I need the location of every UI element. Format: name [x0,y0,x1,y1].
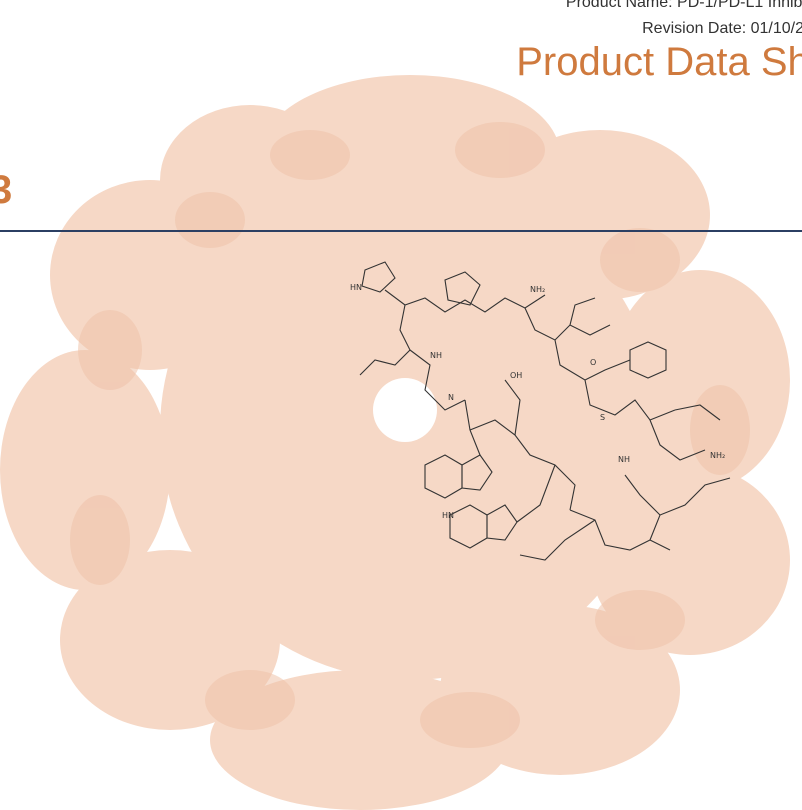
structure-label: NH [618,455,630,464]
structure-label: NH₂ [530,285,545,294]
catalog-number-fragment: 3 [0,168,13,212]
structure-label: NH [430,351,442,360]
structure-label: O [590,358,596,367]
structure-label: HN [350,283,362,292]
structure-label: S [600,413,605,422]
structure-label: OH [510,371,522,380]
chemical-structure-image: HN N NH NH₂ O OH S HN NH NH₂ [350,261,731,561]
revision-date: Revision Date: 01/10/2 [642,20,802,37]
structure-label: N [448,393,454,402]
header-divider [0,230,802,232]
product-name: Product Name: PD-1/PD-L1 Inhibi [565,0,802,11]
page-title: Product Data She [516,40,802,84]
structure-label: HN [442,511,454,520]
structure-label: NH₂ [710,451,725,460]
